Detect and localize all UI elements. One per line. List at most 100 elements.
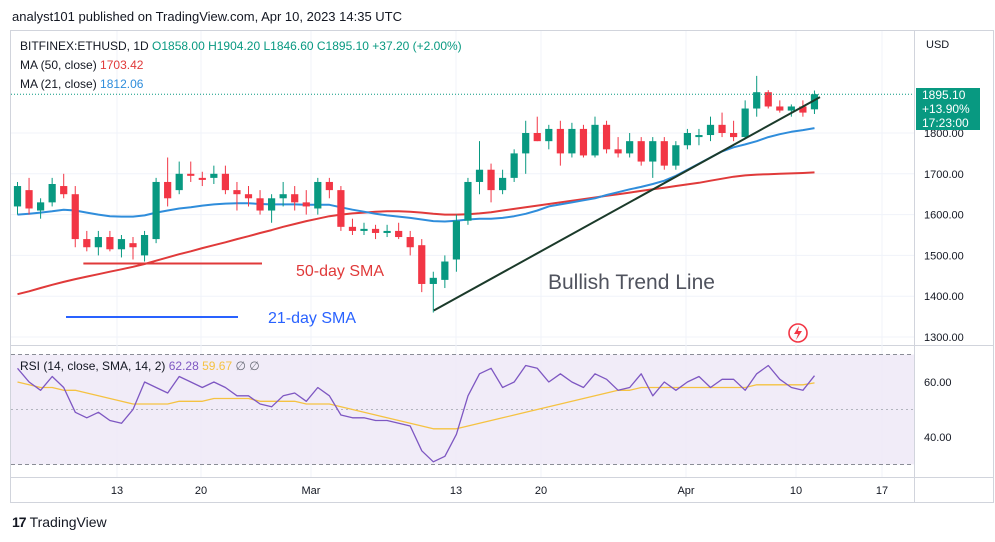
ma50-legend[interactable]: MA (50, close) 1703.42 — [20, 58, 143, 72]
candle-body — [164, 181, 172, 199]
candle-body — [406, 237, 414, 248]
tradingview-mark-icon: 17 — [12, 514, 27, 530]
rsi-legend[interactable]: RSI (14, close, SMA, 14, 2) 62.28 59.67 … — [20, 359, 260, 373]
rsi-line — [17, 364, 816, 463]
candle-body — [683, 133, 691, 146]
candle-body — [314, 181, 322, 209]
candle-body — [533, 133, 541, 142]
candle-body — [499, 177, 507, 191]
candle-body — [418, 245, 426, 284]
x-tick-label: Mar — [302, 485, 321, 497]
candle-body — [302, 202, 310, 207]
symbol-label[interactable]: BITFINEX:ETHUSD, 1D — [20, 39, 149, 53]
ma21-annotation: 21-day SMA — [268, 310, 356, 327]
candle-body — [256, 198, 264, 211]
candle-body — [152, 181, 160, 240]
trend-annotation: Bullish Trend Line — [548, 271, 715, 294]
candle-body — [60, 186, 68, 195]
candle-body — [510, 153, 518, 178]
candle-body — [810, 94, 819, 110]
close-value: C1895.10 — [316, 39, 369, 53]
published-by-header: analyst101 published on TradingView.com,… — [12, 9, 403, 24]
candle-body — [556, 128, 564, 154]
tradingview-brand: TradingView — [29, 514, 107, 530]
ma50-line — [17, 171, 815, 296]
price-tick-label: 1300.00 — [924, 332, 964, 344]
candle-body — [71, 194, 79, 240]
last-price-value: 1895.10 — [922, 88, 966, 102]
candle-body — [25, 190, 33, 209]
candle-body — [706, 124, 715, 136]
candle-body — [291, 194, 299, 203]
rsi-tick-label: 40.00 — [924, 432, 952, 444]
candle-body — [106, 237, 114, 250]
ma50-legend-value: 1703.42 — [100, 58, 144, 72]
candle-body — [210, 173, 218, 178]
candle-body — [233, 190, 241, 195]
candle-body — [787, 106, 795, 111]
candle-body — [799, 106, 807, 113]
ma21-legend[interactable]: MA (21, close) 1812.06 — [20, 77, 143, 91]
price-tick-label: 1600.00 — [924, 210, 964, 222]
candle-body — [614, 149, 622, 154]
rsi-legend-value: 62.28 — [168, 359, 199, 373]
bar-countdown: 17:23:00 — [922, 116, 969, 130]
change-value: +37.20 (+2.00%) — [372, 39, 462, 53]
x-tick-label: 10 — [790, 485, 802, 497]
candle-body — [649, 141, 657, 162]
candle-body — [764, 92, 772, 107]
high-value: H1904.20 — [208, 39, 261, 53]
chart-frame — [10, 30, 994, 503]
candle-body — [660, 141, 668, 166]
candle-body — [672, 145, 680, 166]
last-price-change: +13.90% — [922, 102, 970, 116]
tradingview-logo[interactable]: 17 TradingView — [12, 514, 107, 530]
candle-body — [730, 133, 738, 138]
rsi-sma-line — [17, 381, 815, 430]
candle-body — [637, 141, 645, 162]
candle-body — [140, 235, 149, 256]
candle-body — [83, 239, 91, 248]
rsi-hidden-values-icon: ∅ ∅ — [235, 359, 260, 373]
candle-body — [279, 194, 287, 199]
rsi-tick-label: 60.00 — [924, 377, 952, 389]
price-tick-label: 1500.00 — [924, 250, 964, 262]
candle-body — [371, 228, 380, 233]
candle-body — [626, 141, 634, 154]
x-tick-label: Apr — [677, 485, 694, 497]
x-tick-label: 20 — [535, 485, 547, 497]
lightning-badge-icon — [788, 323, 808, 343]
ohlc-legend: BITFINEX:ETHUSD, 1D O1858.00 H1904.20 L1… — [20, 39, 462, 53]
candle-body — [187, 173, 195, 176]
candle-body — [545, 128, 553, 142]
candle-body — [487, 169, 495, 191]
low-value: L1846.60 — [263, 39, 314, 53]
ma21-legend-label: MA (21, close) — [20, 77, 97, 91]
candle-body — [129, 243, 137, 248]
candle-body — [360, 228, 368, 231]
candle-body — [522, 133, 530, 154]
candle-body — [452, 220, 460, 260]
ma50-annotation: 50-day SMA — [296, 263, 384, 280]
rsi-sma-legend-value: 59.67 — [202, 359, 233, 373]
candle-body — [776, 106, 784, 111]
ma21-line — [17, 127, 815, 223]
rsi-legend-label: RSI (14, close, SMA, 14, 2) — [20, 359, 166, 373]
candle-body — [94, 237, 102, 248]
candle-body — [48, 184, 56, 203]
candle-body — [441, 261, 449, 280]
candle-body — [37, 202, 45, 211]
candle-body — [464, 181, 472, 221]
x-tick-label: 17 — [876, 485, 888, 497]
candle-body — [591, 124, 599, 156]
price-tick-label: 1400.00 — [924, 291, 964, 303]
candle-body — [429, 277, 437, 284]
candle-body — [268, 198, 276, 211]
candle-body — [117, 239, 126, 250]
candle-body — [753, 92, 761, 109]
candle-body — [244, 194, 253, 199]
candle-body — [337, 190, 345, 227]
candle-body — [579, 128, 588, 156]
candle-body — [13, 186, 22, 207]
